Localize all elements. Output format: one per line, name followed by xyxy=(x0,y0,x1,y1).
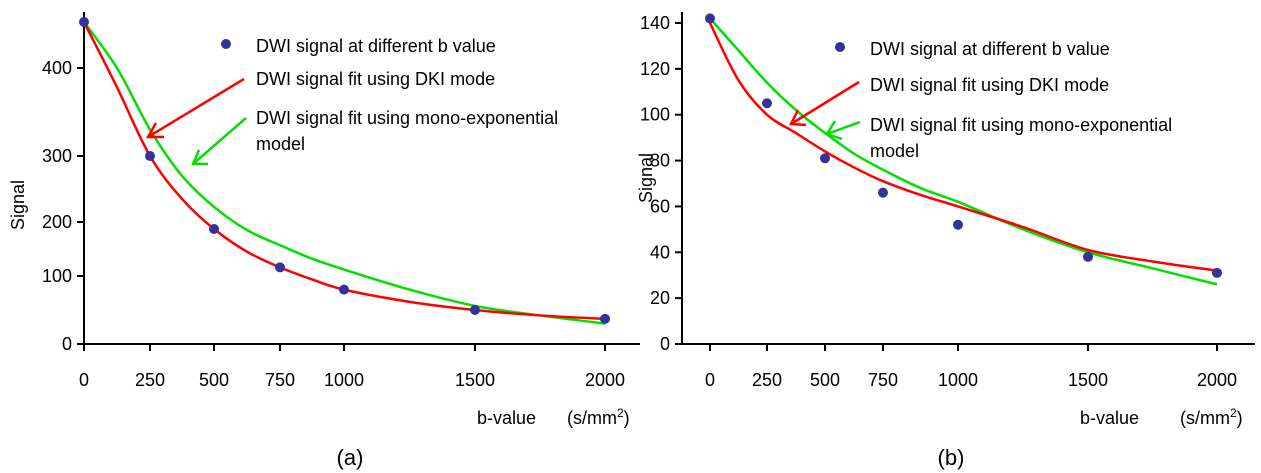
chart-panel-a: 0 100 200 300 400 0 250 500 750 1000 1500 2000 Sig… xyxy=(8,12,640,470)
red-arrow xyxy=(145,77,245,139)
data-point xyxy=(820,153,830,164)
x-tick-label: 1500 xyxy=(455,370,495,390)
legend-label-points: DWI signal at different b value xyxy=(256,36,496,56)
y-tick-label: 0 xyxy=(660,334,670,354)
x-tick-label: 500 xyxy=(199,370,229,390)
x-tick-label: 1000 xyxy=(938,370,978,390)
y-tick-label: 60 xyxy=(650,196,670,216)
x-axis-label: b-value xyxy=(477,408,536,428)
x-tick-label: 0 xyxy=(79,370,89,390)
legend-label-dki: DWI signal fit using DKI mode xyxy=(870,75,1109,95)
y-tick-label: 200 xyxy=(42,212,72,232)
y-tick-label: 100 xyxy=(640,105,670,125)
x-ticks: 0 250 500 750 1000 1500 2000 xyxy=(79,344,625,390)
y-tick-label: 0 xyxy=(62,334,72,354)
y-tick-label: 80 xyxy=(650,151,670,171)
x-tick-label: 750 xyxy=(868,370,898,390)
y-tick-label: 400 xyxy=(42,58,72,78)
legend-label-mono: DWI signal fit using mono-exponential xyxy=(256,108,558,128)
dki-fit-line xyxy=(82,21,606,321)
data-point xyxy=(953,219,963,230)
y-tick-label: 140 xyxy=(640,13,670,33)
data-point xyxy=(1212,267,1222,278)
data-point xyxy=(145,151,155,161)
x-tick-label: 2000 xyxy=(585,370,625,390)
green-arrow xyxy=(825,120,861,141)
legend-label-mono-line2: model xyxy=(870,141,919,161)
x-ticks: 0 250 500 750 1000 1500 2000 xyxy=(705,344,1237,390)
legend-marker-points xyxy=(835,42,845,52)
data-point xyxy=(705,13,715,24)
data-points xyxy=(79,17,610,324)
data-point xyxy=(275,262,285,273)
legend: DWI signal at different b value DWI sign… xyxy=(789,39,1172,161)
data-point xyxy=(209,224,219,235)
x-tick-label: 2000 xyxy=(1197,370,1237,390)
chart-panel-b: 0 20 40 60 80 100 120 140 0 250 500 750 1000 1500 200… xyxy=(636,12,1255,470)
legend-label-mono-line2: model xyxy=(256,134,305,154)
y-ticks: 0 20 40 60 80 100 120 140 xyxy=(640,13,682,354)
data-point xyxy=(79,17,89,27)
data-points xyxy=(705,13,1222,278)
y-tick-label: 40 xyxy=(650,242,670,262)
green-arrow xyxy=(191,117,247,166)
legend-label-mono: DWI signal fit using mono-exponential xyxy=(870,115,1172,135)
y-tick-label: 300 xyxy=(42,146,72,166)
panel-label: (a) xyxy=(337,445,364,470)
x-axis-label: b-value xyxy=(1080,408,1139,428)
dki-fit xyxy=(708,22,1218,272)
y-axis-label: Signal xyxy=(8,180,28,230)
data-point xyxy=(470,305,480,315)
legend-label-points: DWI signal at different b value xyxy=(870,39,1110,59)
dki-fit-line xyxy=(708,22,1218,272)
x-axis-unit: (s/mm2) xyxy=(567,406,630,428)
y-ticks: 0 100 200 300 400 xyxy=(42,58,84,354)
y-tick-label: 100 xyxy=(42,266,72,286)
y-tick-label: 120 xyxy=(640,59,670,79)
panel-label: (b) xyxy=(938,445,965,470)
x-tick-label: 250 xyxy=(135,370,165,390)
y-tick-label: 20 xyxy=(650,288,670,308)
legend-marker-points xyxy=(221,39,231,49)
data-point xyxy=(1083,251,1093,262)
x-tick-label: 750 xyxy=(265,370,295,390)
legend-label-dki: DWI signal fit using DKI mode xyxy=(256,69,495,89)
legend: DWI signal at different b value DWI sign… xyxy=(145,36,558,166)
data-point xyxy=(878,187,888,198)
x-tick-label: 500 xyxy=(810,370,840,390)
x-tick-label: 1500 xyxy=(1068,370,1108,390)
data-point xyxy=(762,98,772,109)
x-tick-label: 250 xyxy=(752,370,782,390)
data-point xyxy=(600,313,610,324)
x-tick-label: 1000 xyxy=(324,370,364,390)
dki-fit xyxy=(82,21,606,321)
x-tick-label: 0 xyxy=(705,370,715,390)
data-point xyxy=(339,284,349,295)
red-arrow xyxy=(789,80,860,127)
y-axis-label: Signal xyxy=(636,153,656,203)
x-axis-unit: (s/mm2) xyxy=(1180,406,1243,428)
